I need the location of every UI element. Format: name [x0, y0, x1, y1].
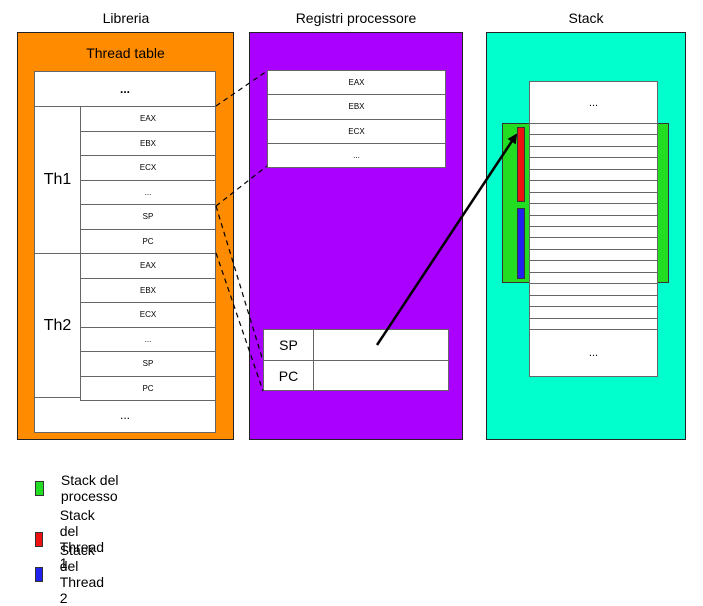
legend-swatch — [35, 531, 43, 547]
legend-swatch — [35, 566, 43, 582]
sp-pointer-arrow — [375, 133, 518, 346]
thread1-stack-bar — [517, 127, 525, 202]
register-row: SP — [80, 204, 216, 230]
processor-register-row: ... — [267, 142, 446, 168]
pc-value-cell — [313, 360, 449, 391]
legend-item: Stack del processo — [35, 472, 124, 504]
connector-lines — [215, 70, 518, 392]
pc-label-cell: PC — [263, 360, 314, 391]
sp-label: SP — [279, 337, 298, 353]
ellipsis-text: ... — [588, 346, 599, 359]
legend-item: Stack del Thread 2 — [35, 542, 111, 606]
dashed-link-sp-block — [215, 205, 264, 362]
stack-top-ellipsis: ... — [529, 81, 658, 124]
thread-table: ... Th1 Th2 ... EAX EBX ECX... SP PC EAX EBX EC… — [34, 71, 216, 433]
ellipsis-text: ... — [588, 96, 599, 109]
legend-swatch — [35, 480, 44, 496]
libreria-title: Libreria — [102, 10, 150, 26]
thread2-stack-bar — [517, 208, 525, 279]
sp-pc-block: SP PC — [263, 329, 449, 391]
legend-label: Stack del processo — [60, 472, 119, 504]
thread-table-title: Thread table — [86, 45, 165, 61]
thread-table-top-ellipsis: ... — [34, 71, 216, 107]
pc-label: PC — [278, 367, 299, 384]
processor-register-row: EBX — [267, 94, 446, 120]
thread-table-bottom-ellipsis: ... — [34, 397, 216, 433]
dashed-link-sp — [215, 165, 268, 207]
dashed-link-pc-block — [215, 252, 264, 392]
thread-label-th2: Th2 — [34, 253, 81, 398]
processor-register-row: ECX — [267, 118, 446, 144]
legend-item: Stack del Thread 1 — [35, 507, 111, 571]
ellipsis-text: ... — [119, 408, 130, 422]
thread-name: Th2 — [43, 316, 72, 334]
register-row: EAX — [80, 106, 216, 132]
thread-label-th1: Th1 — [34, 106, 81, 254]
registers-block: EAX EBX ECX... — [267, 70, 446, 168]
stack-title: Stack — [568, 10, 604, 26]
dashed-link-top — [215, 70, 268, 107]
register-row: ECX — [80, 302, 216, 328]
legend-label: Stack del Thread 2 — [59, 542, 105, 606]
stack-column: ... ... — [529, 81, 658, 377]
stack-slot — [529, 317, 658, 330]
registri-title: Registri processore — [295, 10, 417, 26]
register-row: PC — [80, 375, 216, 401]
processor-register-row: EAX — [267, 70, 446, 96]
legend-label: Stack del Thread 1 — [59, 507, 105, 571]
register-row: ... — [80, 179, 216, 205]
ellipsis-text: ... — [119, 82, 130, 96]
thread-name: Th1 — [43, 171, 72, 188]
